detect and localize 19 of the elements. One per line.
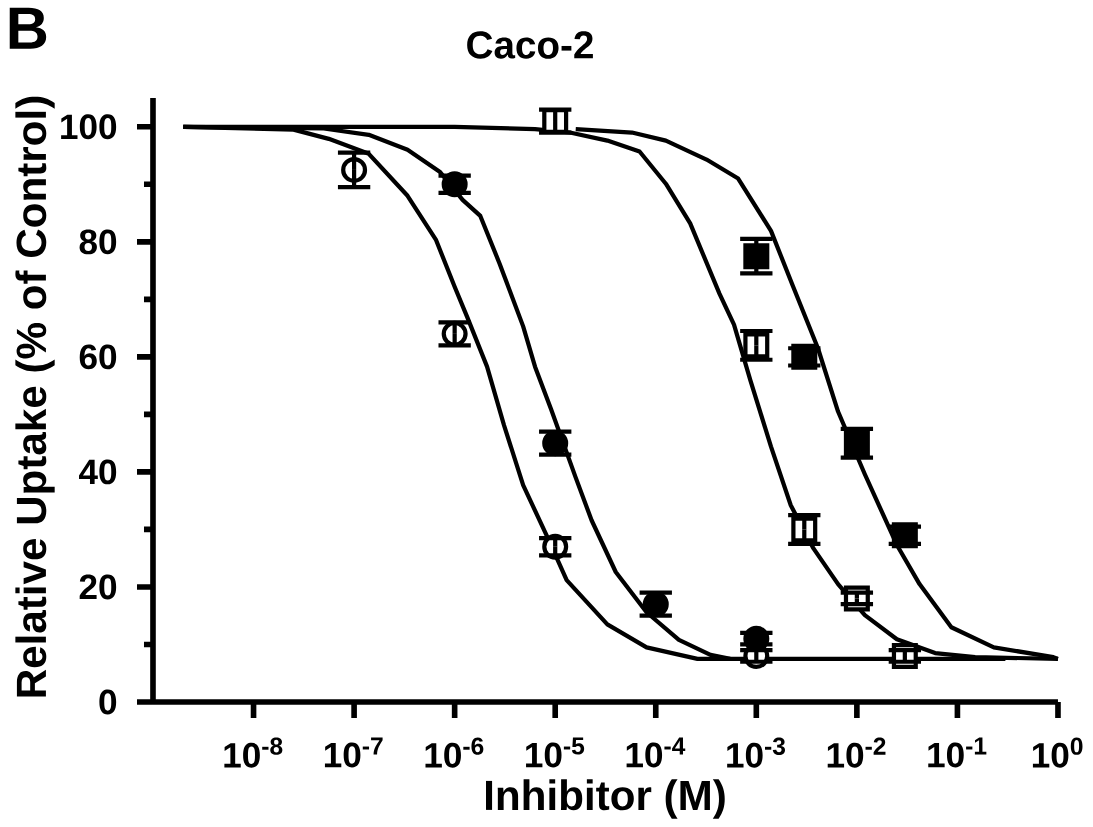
x-axis-title: Inhibitor (M) bbox=[486, 779, 725, 819]
y-tick-label: 80 bbox=[79, 229, 117, 255]
y-tick-label: 20 bbox=[79, 574, 117, 600]
y-axis-title: Relative Uptake (% of Control) bbox=[15, 96, 55, 697]
x-tick-label: 10$^{-6}$ bbox=[425, 737, 484, 768]
x-tick-label: 10$^{-8}$ bbox=[224, 737, 283, 768]
y-tick-label: 100 bbox=[61, 114, 117, 140]
y-tick-label: 0 bbox=[99, 689, 117, 715]
x-tick-label: 10$^{-7}$ bbox=[324, 737, 383, 768]
x-tick-label: 10$^{-1}$ bbox=[928, 737, 987, 768]
x-tick-label: 10$^{-3}$ bbox=[727, 737, 786, 768]
x-tick-label: 10$^{-4}$ bbox=[626, 737, 686, 768]
x-tick-label: 10$^{-2}$ bbox=[827, 737, 886, 768]
y-tick-label: 40 bbox=[79, 459, 117, 485]
text: B bbox=[9, 7, 47, 49]
y-tick-label: 60 bbox=[79, 344, 117, 370]
x-tick-label: 10$^{-5}$ bbox=[526, 737, 585, 768]
x-tick-label: 10$^{0}$ bbox=[1032, 737, 1083, 768]
chart-title: Caco-2 bbox=[467, 31, 593, 59]
